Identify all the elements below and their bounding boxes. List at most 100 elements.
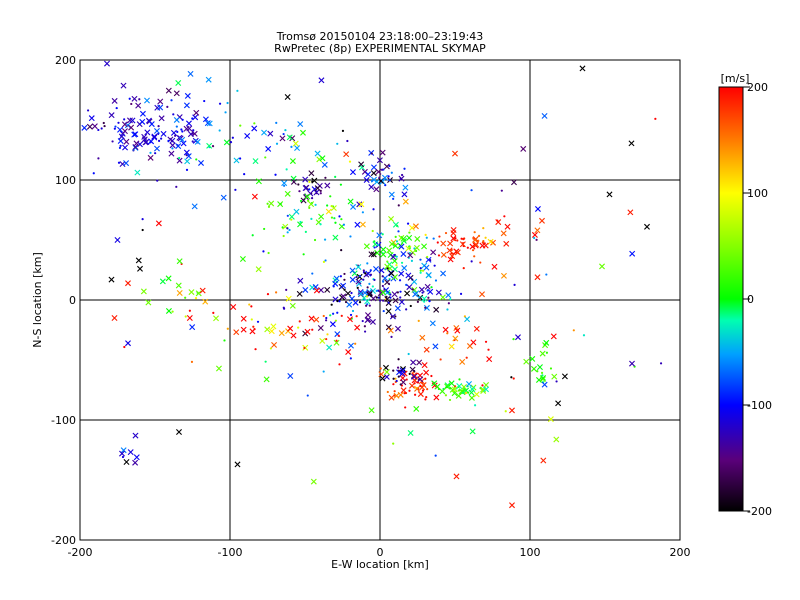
data-point-cross [531, 231, 538, 238]
data-point-cross [176, 134, 183, 141]
data-point-cross [136, 141, 143, 148]
data-point-dot [399, 177, 402, 180]
data-point-dot [290, 145, 293, 149]
data-point-cross [387, 327, 394, 334]
data-point-cross [134, 169, 141, 176]
data-point-cross [400, 250, 407, 257]
data-point-dot [97, 157, 100, 160]
data-point-dot [355, 275, 358, 279]
data-point-dot [118, 146, 122, 149]
data-point-dot [392, 442, 395, 445]
data-point-cross [142, 139, 149, 146]
data-point-dot [154, 152, 157, 155]
data-point-cross [145, 299, 152, 306]
data-point-cross [206, 120, 213, 127]
data-point-cross [348, 342, 354, 349]
data-point-cross [215, 365, 222, 372]
data-point-cross [125, 280, 131, 287]
data-point-dot [387, 301, 390, 304]
data-point-dot [117, 161, 121, 164]
data-point-cross [487, 238, 494, 245]
data-point-cross [321, 161, 328, 168]
data-point-dot [181, 118, 184, 121]
x-tick-label: 200 [670, 546, 691, 559]
data-point-cross [184, 92, 191, 99]
data-point-cross [363, 177, 370, 184]
data-point-dot [373, 240, 376, 243]
data-point-cross [391, 291, 398, 298]
data-point-cross [440, 240, 447, 247]
data-point-dot [191, 140, 194, 143]
data-point-cross [206, 142, 213, 149]
data-point-cross [186, 125, 193, 132]
data-point-dot [211, 145, 215, 148]
data-point-cross [176, 258, 183, 265]
data-point-dot [423, 300, 426, 303]
data-point-dot [253, 327, 256, 331]
data-point-cross [464, 316, 471, 323]
data-point-dot [364, 272, 367, 275]
data-point-cross [302, 185, 309, 192]
data-point-cross [491, 263, 498, 270]
data-point-dot [340, 218, 343, 221]
data-point-cross [368, 184, 375, 191]
data-point-dot [513, 283, 516, 286]
data-point-dot [398, 279, 402, 282]
colorbar-tick-label: 100 [747, 187, 768, 200]
data-point-dot [262, 250, 265, 253]
data-point-dot [473, 404, 477, 407]
data-point-cross [393, 392, 400, 399]
data-point-dot [366, 286, 369, 289]
data-point-dot [465, 356, 468, 359]
data-point-dot [310, 217, 313, 220]
data-point-cross [180, 140, 187, 147]
data-point-cross [399, 367, 406, 374]
data-point-dot [310, 197, 314, 200]
data-point-cross [553, 436, 560, 443]
data-point-dot [166, 105, 169, 108]
data-point-cross [194, 138, 201, 145]
data-point-dot [343, 272, 346, 276]
data-point-cross [398, 243, 405, 250]
data-point-dot [194, 297, 198, 300]
data-point-dot [286, 214, 289, 217]
colorbar-tick-label: -100 [747, 399, 772, 412]
colorbar-ticks: 200 100 0 -100 -200 [743, 81, 772, 518]
data-point-dot [370, 179, 374, 182]
data-point-dot [466, 246, 469, 249]
data-point-cross [628, 140, 635, 147]
data-point-dot [430, 374, 433, 378]
data-point-cross [290, 178, 297, 185]
data-point-dot [390, 171, 393, 174]
data-point-cross [317, 325, 324, 331]
data-point-cross [324, 286, 331, 293]
data-point-dot [332, 285, 335, 288]
data-point-dot [157, 139, 161, 142]
data-point-dot [370, 152, 373, 155]
data-point-cross [421, 362, 428, 369]
data-point-cross [271, 341, 278, 348]
data-point-dot [338, 215, 341, 218]
data-point-dot [336, 299, 339, 303]
data-point-cross [165, 87, 172, 94]
data-point-cross [287, 373, 294, 379]
data-point-dot [322, 260, 326, 263]
data-point-dot [389, 293, 392, 296]
data-point-cross [381, 174, 388, 181]
data-point-dot [319, 192, 322, 195]
data-point-cross [358, 161, 365, 168]
data-point-cross [354, 324, 361, 331]
data-point-cross [173, 90, 180, 97]
data-point-dot [243, 172, 246, 176]
data-point-dot [387, 175, 390, 178]
data-point-cross [308, 315, 315, 322]
data-point-dot [397, 375, 400, 378]
data-point-cross [627, 209, 634, 216]
data-point-dot [103, 124, 106, 128]
data-point-dot [325, 337, 328, 341]
data-point-dot [141, 218, 144, 221]
data-point-cross [129, 117, 136, 124]
data-point-dot [111, 140, 114, 143]
data-point-dot [334, 319, 338, 322]
data-point-dot [308, 206, 311, 209]
